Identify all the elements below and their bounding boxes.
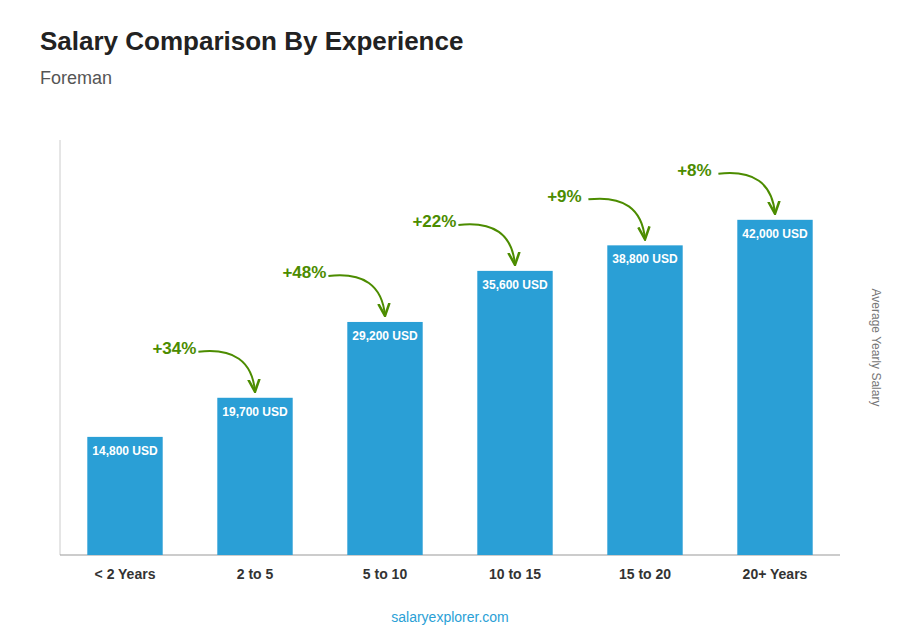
data-label: 38,800 USD <box>612 252 678 266</box>
x-tick-label: 15 to 20 <box>619 566 671 582</box>
x-tick-label: 5 to 10 <box>363 566 408 582</box>
annotation: +9% <box>547 187 582 206</box>
annotation: +8% <box>677 161 712 180</box>
data-label: 35,600 USD <box>482 278 548 292</box>
annotation-arrow <box>718 173 775 214</box>
y-axis-line <box>60 140 61 555</box>
annotation: +22% <box>412 212 456 231</box>
chart-container: Salary Comparison By Experience Foreman 14… <box>0 0 900 641</box>
bar <box>87 437 162 555</box>
annotation-arrow <box>328 275 385 316</box>
bar <box>347 322 422 555</box>
page: {"chart_data": {"type": "bar", "title": … <box>0 0 900 641</box>
chart-svg: Salary Comparison By Experience Foreman 14… <box>0 0 900 641</box>
data-label: 42,000 USD <box>742 227 808 241</box>
x-tick-label: 20+ Years <box>743 566 808 582</box>
bar <box>737 220 812 555</box>
y-axis-label: Average Yearly Salary <box>869 289 883 407</box>
title: Salary Comparison By Experience <box>40 26 463 56</box>
bar <box>477 271 552 555</box>
subtitle: Foreman <box>40 68 112 88</box>
x-axis-line <box>60 555 840 556</box>
watermark: salaryexplorer.com <box>391 609 509 625</box>
data-label: 29,200 USD <box>352 329 418 343</box>
annotation-arrow <box>458 224 515 265</box>
data-label: 19,700 USD <box>222 405 288 419</box>
x-tick-label: 2 to 5 <box>237 566 274 582</box>
data-label: 14,800 USD <box>92 444 158 458</box>
annotation: +48% <box>282 263 326 282</box>
x-tick-label: 10 to 15 <box>489 566 541 582</box>
annotation-arrow <box>198 351 255 392</box>
x-tick-label: < 2 Years <box>95 566 156 582</box>
bars <box>87 220 812 555</box>
annotation-arrow <box>588 199 645 240</box>
annotations: +34% +48% +22% +9% +8% <box>152 161 775 391</box>
bar <box>607 245 682 555</box>
annotation: +34% <box>152 339 196 358</box>
bar <box>217 398 292 555</box>
